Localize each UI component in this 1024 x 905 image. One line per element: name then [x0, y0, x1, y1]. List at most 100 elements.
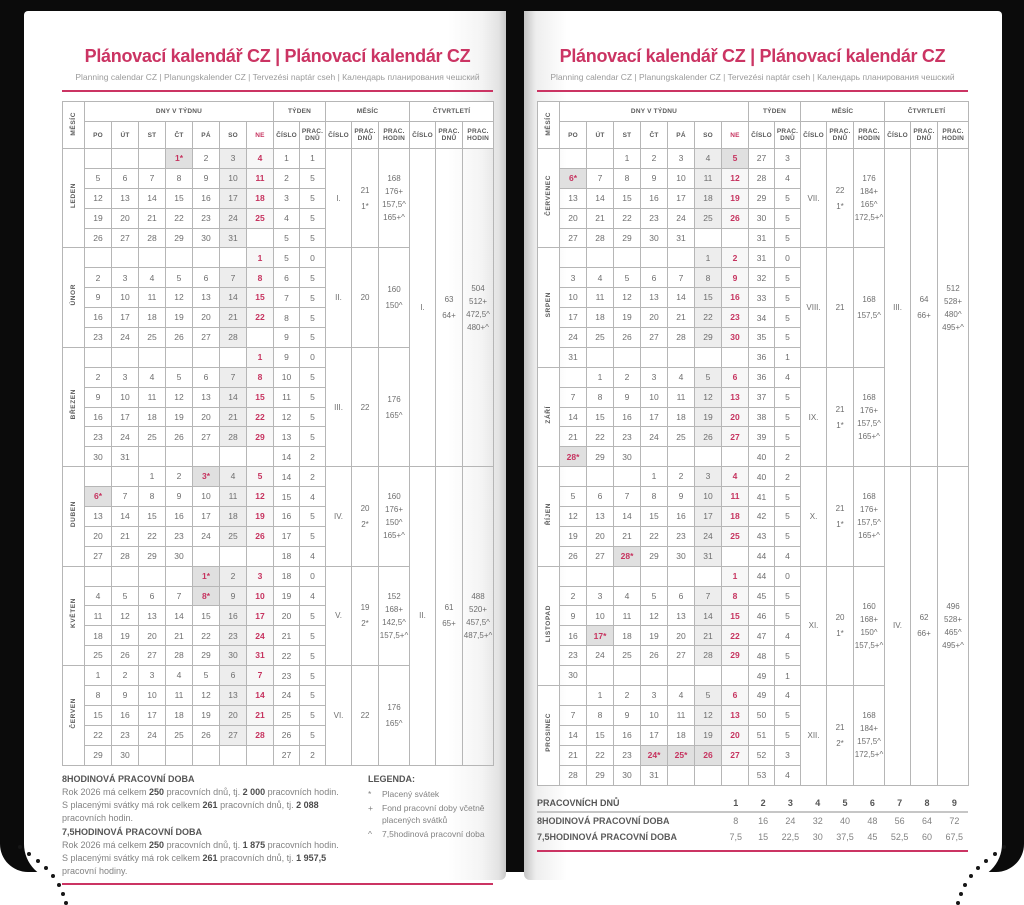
working-hours-heading: 8HODINOVÁ PRACOVNÍ DOBA — [62, 773, 195, 784]
day-cell: 25 — [165, 724, 193, 746]
stitch-dot — [64, 901, 68, 905]
week-number-cell: 22 — [273, 645, 301, 667]
day-cell: 28 — [111, 545, 139, 567]
working-days-count-header: 3 — [776, 794, 805, 813]
day-cell: 17 — [694, 506, 722, 527]
stat-column-header: ČÍSLO — [409, 121, 437, 149]
day-cell: 11 — [138, 287, 166, 309]
week-working-days-cell: 5 — [774, 704, 802, 726]
day-cell: 3 — [640, 366, 668, 388]
day-cell: 17 — [138, 704, 166, 726]
day-cell: 22 — [640, 525, 668, 547]
week-row: 23 24 25 26 27 28 9 5 — [63, 327, 494, 348]
week-working-days-cell: 4 — [299, 545, 327, 567]
day-cell: 10 — [559, 287, 587, 309]
day-cell: 24 — [640, 426, 668, 448]
day-cell — [559, 148, 587, 169]
stat-column-header: ČÍSLO — [800, 121, 828, 149]
day-cell: 5 — [192, 665, 220, 687]
day-name-header: SO — [219, 121, 247, 149]
day-cell: 12 — [613, 287, 641, 309]
day-cell: 1 — [84, 665, 112, 687]
day-cell: 26 — [245, 525, 275, 547]
day-cell: 1 — [613, 148, 641, 169]
quarter-number: III. — [884, 147, 912, 468]
week-number-cell: 53 — [748, 764, 776, 786]
week-row: 26 27 28 29 30 31 5 5 — [63, 227, 494, 249]
month-working-days: 21 — [826, 247, 855, 368]
week-row: ŘÍJEN 1 2 3 4 40 2 X. 21 1* 168 176+ 157,5^ 165+^ IV. 6… — [537, 466, 970, 786]
day-cell: 3 — [640, 685, 668, 706]
month-label: LEDEN — [62, 147, 85, 249]
hours-value-cell: 32 — [812, 815, 823, 826]
day-cell: 30 — [667, 545, 695, 567]
day-cell: 5 — [245, 466, 275, 488]
day-cell: 9 — [640, 167, 668, 189]
quarter-group-header: ČTVRTLETÍ — [409, 101, 495, 122]
days-group-header: DNY V TÝDNU — [83, 101, 275, 122]
day-cell: 7 — [613, 486, 641, 508]
day-cell: 26 — [694, 744, 722, 766]
day-cell — [138, 247, 166, 269]
day-cell: 8 — [245, 267, 275, 289]
day-cell: 23 — [192, 207, 220, 229]
week-row: 23 24 25 26 27 28 29 13 5 — [63, 426, 494, 448]
day-cell: 3 — [138, 665, 166, 687]
day-cell: 10 — [111, 386, 139, 408]
month-label-text: SRPEN — [545, 292, 552, 318]
week-number-cell: 11 — [273, 386, 301, 408]
day-cell: 23 — [165, 525, 193, 547]
stat-column-header: PRAC. HODIN — [462, 121, 495, 149]
day-cell: 3 — [694, 466, 722, 488]
day-cell: 23 — [219, 625, 247, 647]
day-cell: 16 — [613, 724, 641, 746]
bottom-rule-right — [537, 849, 968, 852]
day-cell: 19 — [694, 406, 722, 428]
week-working-days-cell: 5 — [299, 665, 327, 687]
day-cell: 30 — [219, 645, 247, 667]
month-working-days: 22 1* — [826, 147, 855, 249]
day-cell: 13 — [559, 187, 587, 209]
day-cell: 20 — [219, 704, 247, 726]
day-cell: 26 — [694, 426, 722, 448]
day-cell — [245, 744, 275, 766]
week-row: 29 30 27 2 — [63, 744, 494, 766]
day-cell: 17* — [586, 625, 614, 647]
day-cell: 15 — [165, 187, 193, 209]
day-cell: 15 — [640, 506, 668, 527]
working-days-count-header: 7 — [886, 794, 914, 813]
week-working-days-cell: 5 — [299, 525, 327, 547]
day-cell: 28 — [586, 227, 614, 249]
day-cell: 29 — [640, 545, 668, 567]
week-number-cell: 3 — [273, 187, 301, 209]
week-working-days-cell: 4 — [299, 486, 327, 508]
day-cell: 16 — [111, 704, 139, 726]
day-cell: 19 — [640, 625, 668, 647]
week-working-days-cell: 5 — [299, 366, 327, 388]
week-working-days-cell: 5 — [299, 685, 327, 706]
day-cell: 26 — [720, 207, 750, 229]
day-name-header: SO — [694, 121, 722, 149]
hours-value-cell: 45 — [867, 831, 878, 842]
day-cell: 30 — [192, 227, 220, 249]
month-working-hours: 168 176+ 157,5^ 165+^ — [378, 147, 411, 249]
week-working-days-cell: 5 — [299, 506, 327, 527]
day-cell: 4 — [667, 366, 695, 388]
month-label-text: ÚNOR — [70, 284, 77, 306]
day-cell: 6 — [586, 486, 614, 508]
day-cell: 7 — [694, 585, 722, 607]
page-subtitle-left: Planning calendar CZ | Planungskalender … — [75, 72, 480, 82]
hours-value-cell: 60 — [921, 831, 932, 842]
week-number-cell: 44 — [748, 565, 776, 587]
week-row: LEDEN 1* 2 3 4 1 1 I. 21 1* 168 176+ 157,5^ 165+^ I. 63… — [62, 147, 495, 468]
day-cell: 18 — [667, 724, 695, 746]
legend-item: * Placený svátek — [368, 788, 493, 800]
day-cell: 4 — [694, 148, 722, 169]
day-cell: 21 — [613, 525, 641, 547]
day-cell: 10 — [640, 704, 668, 726]
day-cell: 28 — [219, 327, 247, 348]
day-cell: 15 — [245, 287, 275, 309]
day-cell: 3 — [586, 585, 614, 607]
day-name-header: ST — [613, 121, 641, 149]
